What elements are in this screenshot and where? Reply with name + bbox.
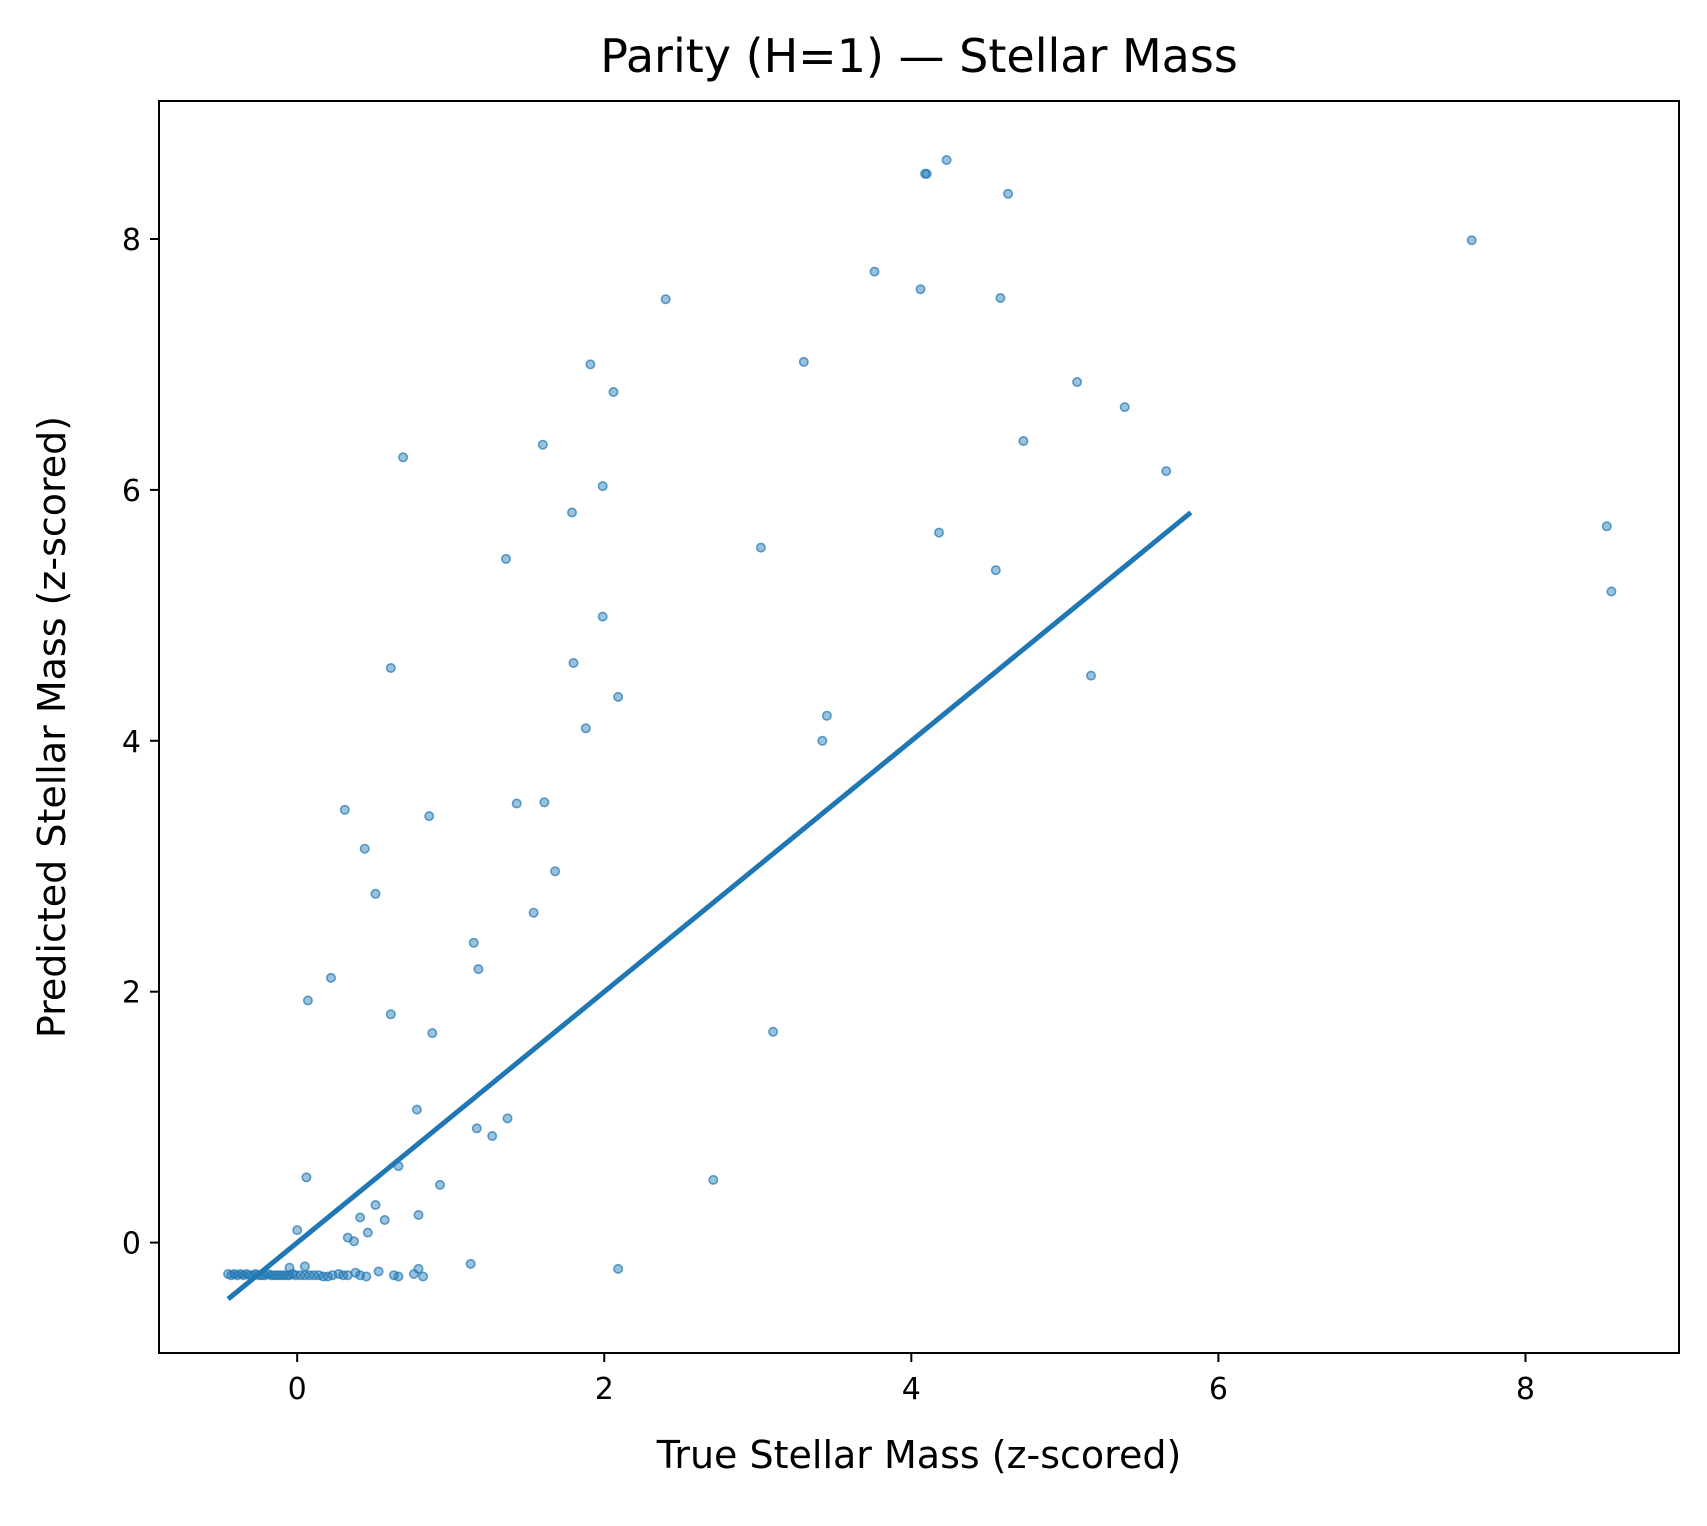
x-tick-label: 6 xyxy=(1209,1372,1228,1407)
data-point xyxy=(933,527,944,538)
x-tick-label: 2 xyxy=(595,1372,614,1407)
x-tick-label: 0 xyxy=(288,1372,307,1407)
data-point xyxy=(1606,586,1617,597)
data-point xyxy=(660,294,671,305)
data-point xyxy=(379,1215,390,1226)
x-axis-label: True Stellar Mass (z-scored) xyxy=(656,1433,1182,1477)
data-point xyxy=(362,1227,373,1238)
data-point xyxy=(427,1028,438,1039)
y-axis: 0 2 4 6 8 xyxy=(122,223,159,1262)
data-point xyxy=(500,553,511,564)
data-point xyxy=(502,1113,513,1124)
data-point xyxy=(418,1271,429,1282)
data-point xyxy=(869,266,880,277)
data-point xyxy=(413,1263,424,1274)
data-point xyxy=(511,798,522,809)
data-point xyxy=(915,284,926,295)
y-axis-label: Predicted Stellar Mass (z-scored) xyxy=(30,416,74,1038)
data-point xyxy=(597,611,608,622)
data-point xyxy=(370,1200,381,1211)
data-point xyxy=(1018,435,1029,446)
x-axis: 0 2 4 6 8 xyxy=(288,1353,1535,1407)
parity-line-layer xyxy=(226,510,1193,1302)
x-tick-label: 4 xyxy=(902,1372,921,1407)
data-point xyxy=(568,657,579,668)
y-tick-label: 4 xyxy=(122,725,141,760)
scatter-points xyxy=(223,155,1617,1282)
data-point xyxy=(1466,235,1477,246)
data-point xyxy=(325,972,336,983)
data-point xyxy=(398,452,409,463)
data-point xyxy=(708,1174,719,1185)
data-point xyxy=(284,1262,295,1273)
data-point xyxy=(348,1236,359,1247)
plot-area xyxy=(223,155,1617,1302)
axes-frame xyxy=(158,100,1680,1354)
data-point xyxy=(465,1258,476,1269)
data-point xyxy=(768,1026,779,1037)
data-point xyxy=(537,439,548,450)
data-point xyxy=(292,1225,303,1236)
data-point xyxy=(1003,188,1014,199)
data-point xyxy=(550,866,561,877)
data-point xyxy=(471,1123,482,1134)
data-point xyxy=(597,481,608,492)
data-point xyxy=(1119,402,1130,413)
data-point xyxy=(385,662,396,673)
y-tick-label: 8 xyxy=(122,223,141,258)
data-point xyxy=(539,797,550,808)
data-point xyxy=(580,723,591,734)
data-point xyxy=(821,710,832,721)
data-point xyxy=(528,907,539,918)
data-point xyxy=(434,1179,445,1190)
data-point xyxy=(413,1210,424,1221)
data-point xyxy=(361,1271,372,1282)
data-point xyxy=(385,1009,396,1020)
data-point xyxy=(608,386,619,397)
data-point xyxy=(302,995,313,1006)
data-point xyxy=(487,1131,498,1142)
data-point xyxy=(393,1271,404,1282)
data-point xyxy=(755,542,766,553)
data-point xyxy=(299,1261,310,1272)
data-point xyxy=(359,843,370,854)
parity-line xyxy=(226,510,1193,1302)
y-tick-label: 6 xyxy=(122,474,141,509)
data-point xyxy=(424,811,435,822)
data-point xyxy=(301,1172,312,1183)
y-tick-label: 0 xyxy=(122,1227,141,1262)
y-tick-label: 2 xyxy=(122,976,141,1011)
data-point xyxy=(1072,376,1083,387)
data-point xyxy=(921,168,932,179)
data-point xyxy=(339,804,350,815)
data-point xyxy=(473,964,484,975)
data-point xyxy=(798,356,809,367)
data-point xyxy=(941,155,952,166)
data-point xyxy=(613,691,624,702)
data-point xyxy=(585,359,596,370)
data-point xyxy=(1086,670,1097,681)
x-tick-label: 8 xyxy=(1516,1372,1535,1407)
data-point xyxy=(990,565,1001,576)
chart-title: Parity (H=1) — Stellar Mass xyxy=(600,29,1238,83)
data-point xyxy=(373,1266,384,1277)
data-point xyxy=(613,1263,624,1274)
data-point xyxy=(411,1104,422,1115)
data-point xyxy=(355,1212,366,1223)
data-point xyxy=(1601,521,1612,532)
data-point xyxy=(1161,466,1172,477)
data-point xyxy=(370,888,381,899)
data-point xyxy=(817,735,828,746)
data-point xyxy=(468,937,479,948)
data-point xyxy=(995,292,1006,303)
data-point xyxy=(566,507,577,518)
